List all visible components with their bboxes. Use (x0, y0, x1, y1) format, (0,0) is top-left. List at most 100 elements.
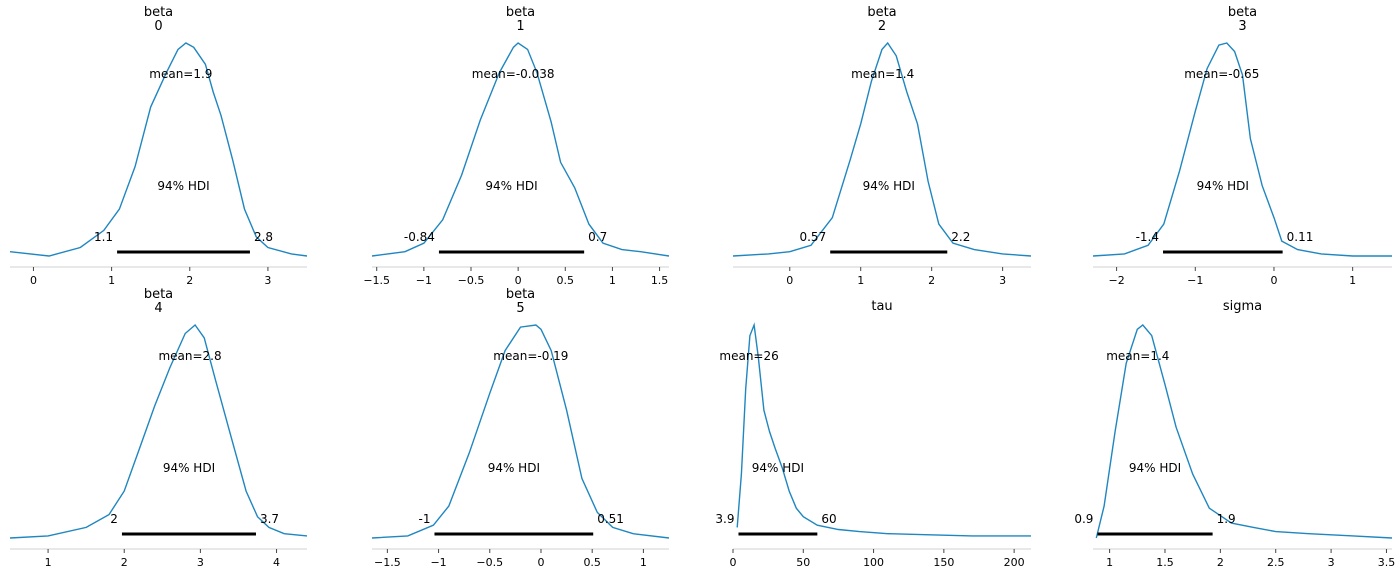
mean-label: mean=2.8 (158, 349, 221, 363)
hdi-low-label: 1.1 (94, 230, 113, 244)
x-tick-label: 0.5 (557, 274, 575, 287)
subplot-title-line: 1 (516, 19, 524, 34)
hdi-low-label: 3.9 (715, 512, 734, 526)
x-tick-label: 50 (796, 556, 810, 569)
subplot-title-line: beta (144, 5, 173, 20)
x-tick-label: 1 (1106, 556, 1113, 569)
hdi-low-label: -1.4 (1136, 230, 1159, 244)
x-tick-label: 3 (999, 274, 1006, 287)
x-tick-label: 3.5 (1378, 556, 1396, 569)
hdi-high-label: 0.51 (597, 512, 624, 526)
x-tick-label: 1 (45, 556, 52, 569)
x-tick-label: 3 (197, 556, 204, 569)
x-tick-label: 2 (928, 274, 935, 287)
x-tick-label: 2.5 (1267, 556, 1285, 569)
x-tick-label: 1 (1349, 274, 1356, 287)
subplot-title-line: beta (144, 287, 173, 302)
x-tick-label: 1 (108, 274, 115, 287)
subplot-title-line: beta (506, 5, 535, 20)
x-tick-label: 0 (1270, 274, 1277, 287)
hdi-label: 94% HDI (1129, 461, 1181, 475)
mean-label: mean=1.4 (851, 67, 914, 81)
subplot-title-line: tau (871, 299, 892, 314)
x-tick-label: −0.5 (476, 556, 503, 569)
density-curve (9, 42, 308, 257)
hdi-label: 94% HDI (485, 179, 537, 193)
subplot-title-line: 0 (154, 19, 162, 34)
mean-label: mean=-0.65 (1184, 67, 1259, 81)
hdi-label: 94% HDI (1197, 179, 1249, 193)
x-tick-label: −2 (1108, 274, 1124, 287)
x-tick-label: 0 (730, 556, 737, 569)
x-tick-label: 150 (933, 556, 954, 569)
hdi-low-label: -0.84 (404, 230, 435, 244)
hdi-label: 94% HDI (157, 179, 209, 193)
density-curve (1095, 324, 1393, 539)
x-tick-label: 1 (609, 274, 616, 287)
density-curve (9, 323, 308, 539)
x-tick-label: −1.5 (374, 556, 401, 569)
density-curve (732, 41, 1032, 257)
hdi-low-label: 0.57 (799, 230, 826, 244)
x-tick-label: 0.5 (583, 556, 601, 569)
subplot-title-line: 3 (1238, 19, 1246, 34)
x-tick-label: 2 (1217, 556, 1224, 569)
x-tick-label: 100 (863, 556, 884, 569)
x-tick-label: 0 (786, 274, 793, 287)
x-tick-label: 2 (186, 274, 193, 287)
density-curve (371, 42, 670, 257)
hdi-label: 94% HDI (488, 461, 540, 475)
hdi-high-label: 1.9 (1217, 512, 1236, 526)
mean-label: mean=-0.19 (493, 349, 568, 363)
subplot-title-line: 4 (154, 301, 162, 316)
mean-label: mean=1.9 (149, 67, 212, 81)
x-tick-label: 1 (640, 556, 647, 569)
density-curve (1092, 42, 1392, 257)
x-tick-label: 0 (515, 274, 522, 287)
subplot-6: tau 0 50 100 150 200 3.9 60 94% HDI mean=26 (715, 299, 1031, 569)
subplot-7: sigma 1 1.5 2 2.5 3 3.5 0.9 1.9 94% HDI mean=1.4 (1074, 299, 1395, 569)
subplot-title-line: beta (506, 287, 535, 302)
x-tick-label: 0 (30, 274, 37, 287)
x-tick-label: 1.5 (1156, 556, 1174, 569)
hdi-low-label: 0.9 (1074, 512, 1093, 526)
x-tick-label: −1 (430, 556, 446, 569)
hdi-label: 94% HDI (752, 461, 804, 475)
x-tick-label: −0.5 (458, 274, 485, 287)
x-tick-label: −1 (1187, 274, 1203, 287)
x-tick-label: 2 (121, 556, 128, 569)
hdi-high-label: 3.7 (260, 512, 279, 526)
x-tick-label: 1 (857, 274, 864, 287)
subplot-title-line: 2 (878, 19, 886, 34)
subplot-title-line: beta (1228, 5, 1257, 20)
hdi-high-label: 2.2 (951, 230, 970, 244)
subplot-title-line: 5 (516, 301, 524, 316)
hdi-high-label: 0.7 (588, 230, 607, 244)
x-tick-label: −1.5 (363, 274, 390, 287)
density-curve (736, 322, 1031, 537)
hdi-label: 94% HDI (863, 179, 915, 193)
hdi-high-label: 2.8 (254, 230, 273, 244)
x-tick-label: 3 (264, 274, 271, 287)
x-tick-label: −1 (416, 274, 432, 287)
subplot-title-line: beta (867, 5, 896, 20)
density-curve (371, 324, 670, 539)
hdi-high-label: 0.11 (1287, 230, 1314, 244)
mean-label: mean=26 (719, 349, 778, 363)
mean-label: mean=-0.038 (472, 67, 555, 81)
mean-label: mean=1.4 (1106, 349, 1169, 363)
hdi-low-label: 2 (110, 512, 118, 526)
hdi-low-label: -1 (419, 512, 431, 526)
x-tick-label: 3 (1328, 556, 1335, 569)
subplot-title-line: sigma (1223, 299, 1262, 314)
hdi-label: 94% HDI (163, 461, 215, 475)
hdi-high-label: 60 (821, 512, 836, 526)
x-tick-label: 200 (1004, 556, 1025, 569)
